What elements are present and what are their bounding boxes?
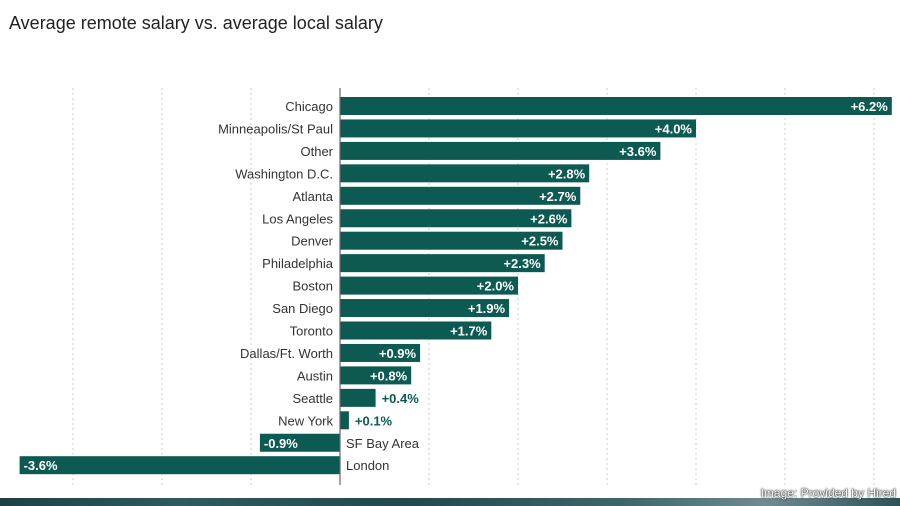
bar xyxy=(340,366,412,385)
data-label: +0.8% xyxy=(370,368,408,383)
category-label: Atlanta xyxy=(293,189,334,204)
category-label: Austin xyxy=(297,368,333,383)
category-label: SF Bay Area xyxy=(346,436,420,451)
data-label: +2.6% xyxy=(530,211,568,226)
category-label: Denver xyxy=(291,234,334,249)
category-label: London xyxy=(346,458,389,473)
data-label: +2.7% xyxy=(539,189,577,204)
category-label: Seattle xyxy=(293,391,333,406)
data-label: +2.0% xyxy=(477,279,515,294)
data-label: -0.9% xyxy=(264,436,298,451)
background-image-strip xyxy=(0,498,900,506)
bar xyxy=(340,299,510,318)
bar xyxy=(340,343,421,362)
bar xyxy=(340,164,590,183)
bar xyxy=(340,411,349,430)
data-label: +1.7% xyxy=(450,324,488,339)
category-label: Philadelphia xyxy=(262,256,334,271)
data-label: +3.6% xyxy=(619,144,657,159)
bar xyxy=(340,321,492,340)
category-label: Los Angeles xyxy=(262,211,333,226)
bar xyxy=(340,231,563,250)
bar xyxy=(340,209,572,228)
data-label: +1.9% xyxy=(468,301,506,316)
category-label: Chicago xyxy=(285,99,333,114)
data-label: +0.4% xyxy=(382,391,420,406)
data-label: -3.6% xyxy=(24,458,58,473)
bar xyxy=(340,141,661,160)
bar xyxy=(19,456,340,475)
data-label: +2.5% xyxy=(521,234,559,249)
category-label: Minneapolis/St Paul xyxy=(218,121,333,136)
bar xyxy=(259,433,340,452)
bar xyxy=(340,186,581,205)
category-label: Boston xyxy=(293,279,333,294)
chart-title: Average remote salary vs. average local … xyxy=(9,13,383,33)
category-label: San Diego xyxy=(272,301,333,316)
data-label: +6.2% xyxy=(851,99,889,114)
bar xyxy=(340,119,696,138)
data-label: +0.1% xyxy=(355,413,393,428)
category-label: Washington D.C. xyxy=(235,166,333,181)
bar xyxy=(340,276,518,295)
data-label: +0.9% xyxy=(379,346,417,361)
category-label: New York xyxy=(278,413,333,428)
data-label: +2.3% xyxy=(503,256,541,271)
data-label: +4.0% xyxy=(655,121,693,136)
image-credit: Image: Provided by Hired xyxy=(760,486,896,500)
data-label: +2.8% xyxy=(548,166,586,181)
category-label: Dallas/Ft. Worth xyxy=(240,346,333,361)
category-label: Other xyxy=(300,144,333,159)
category-label: Toronto xyxy=(290,324,333,339)
bar xyxy=(340,97,892,115)
bar xyxy=(340,388,376,407)
bar xyxy=(340,254,545,273)
